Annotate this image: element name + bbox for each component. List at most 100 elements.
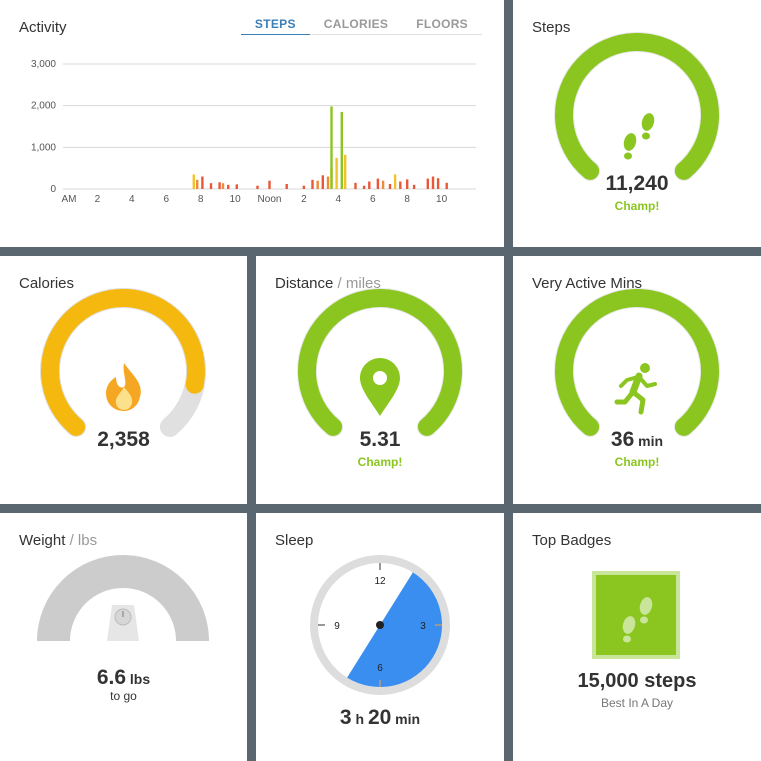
activity-bar [209, 183, 213, 189]
activity-bar [393, 174, 397, 189]
activity-bar [376, 178, 380, 189]
activity-bar [326, 176, 330, 189]
weight-unit: / lbs [65, 532, 98, 549]
x-tick-label: 2 [301, 194, 307, 205]
distance-tile[interactable]: Distance / miles 5.31 Champ! [256, 256, 504, 504]
activity-chart: 0 1,000 2,000 3,000 AM 2 4 6 8 10 Noon 2 4 6 8 10 [31, 59, 476, 205]
scale-icon [107, 605, 139, 641]
activity-bar [344, 154, 347, 189]
weight-tile[interactable]: Weight / lbs 6.6 lbs to go [0, 513, 247, 761]
badge-name: 15,000 steps [577, 670, 697, 692]
activity-bar [381, 180, 385, 189]
sleep-duration-wedge [347, 572, 443, 688]
footprints-icon [623, 113, 655, 160]
y-tick-label: 1,000 [31, 142, 56, 153]
steps-tile[interactable]: Steps 11,240 Champ! [513, 0, 761, 247]
dial-center [376, 621, 384, 629]
tab-steps[interactable]: STEPS [240, 17, 310, 35]
y-tick-label: 2,000 [31, 101, 56, 112]
calories-gauge [40, 288, 206, 437]
badge-body [596, 575, 676, 655]
activity-tile[interactable]: Activity STEPS CALORIES FLOORS 0 1,000 2,0… [0, 0, 504, 247]
weight-title: Weight / lbs [19, 532, 97, 549]
activity-bar [268, 180, 271, 189]
activity-bar [431, 176, 435, 189]
steps-title: Steps [532, 19, 571, 36]
x-tick-label: 10 [436, 194, 448, 205]
activity-bar [316, 180, 319, 189]
flame-icon [106, 363, 141, 411]
activity-bar [399, 181, 402, 189]
activity-bar [218, 182, 221, 189]
x-tick-label: 4 [129, 194, 135, 205]
activity-bar [335, 157, 338, 190]
active-mins-title: Very Active Mins [532, 275, 643, 292]
activity-bar [330, 106, 333, 189]
tab-calories[interactable]: CALORIES [309, 17, 403, 35]
weight-gauge [37, 555, 209, 641]
distance-gauge [297, 288, 463, 437]
sleep-title: Sleep [275, 532, 314, 549]
runner-icon [614, 363, 657, 415]
activity-bar [388, 184, 392, 189]
tab-floors[interactable]: FLOORS [402, 17, 482, 35]
badge-caption: Best In A Day [600, 696, 674, 710]
activity-bar [256, 185, 259, 189]
active-mins-status: Champ! [614, 455, 660, 469]
steps-gauge [554, 32, 720, 181]
active-mins-suffix: min [634, 433, 664, 449]
sleep-hours: 3 [339, 706, 352, 729]
calories-title: Calories [19, 275, 75, 292]
distance-gauge-fill [298, 289, 462, 436]
active-mins-value: 36 min [513, 428, 761, 452]
active-mins-gauge-fill [555, 289, 719, 436]
sleep-tile[interactable]: Sleep 12 3 6 9 3 h 20 min [256, 513, 504, 761]
dial-label-12: 12 [374, 576, 386, 587]
distance-label: Distance [275, 275, 334, 292]
activity-bar [201, 176, 204, 189]
x-tick-label: AM [62, 194, 77, 205]
active-mins-number: 36 [610, 428, 635, 451]
dial-label-3: 3 [420, 621, 426, 632]
map-pin-icon [360, 358, 400, 416]
distance-status: Champ! [357, 455, 403, 469]
badges-title: Top Badges [532, 532, 612, 549]
activity-bar [406, 179, 409, 189]
activity-bar [311, 179, 314, 189]
calories-value: 2,358 [97, 428, 150, 451]
x-tick-label: 8 [404, 194, 410, 205]
x-tick-label: 6 [163, 194, 169, 205]
badge-graphic[interactable] [513, 513, 761, 761]
activity-bar [235, 184, 238, 189]
sleep-dial: 12 3 6 9 [310, 555, 450, 695]
active-mins-tile[interactable]: Very Active Mins 36 min Champ! [513, 256, 761, 504]
sleep-minutes: 20 [367, 706, 392, 729]
activity-bar [426, 178, 429, 189]
activity-bar [321, 175, 324, 190]
steps-status: Champ! [614, 199, 660, 213]
activity-bar [285, 184, 288, 189]
x-tick-label: Noon [258, 194, 282, 205]
steps-value: 11,240 [605, 172, 669, 195]
active-mins-gauge [554, 288, 720, 437]
activity-bar [192, 174, 195, 189]
badges-tile[interactable]: Top Badges 15,000 steps Best In A Day [513, 513, 761, 761]
activity-bar [368, 181, 371, 189]
x-tick-label: 2 [95, 194, 101, 205]
weight-label: Weight [19, 532, 66, 549]
activity-bar [362, 185, 366, 189]
distance-title: Distance / miles [275, 275, 381, 292]
activity-bar [445, 182, 448, 190]
x-tick-label: 8 [198, 194, 204, 205]
dial-label-9: 9 [334, 621, 340, 632]
activity-bar [412, 184, 416, 189]
calories-tile[interactable]: Calories 2,358 [0, 256, 247, 504]
footprints-icon [622, 597, 653, 643]
sleep-value: 3 h 20 min [256, 706, 504, 730]
x-tick-label: 10 [230, 194, 242, 205]
activity-bar [227, 184, 230, 189]
activity-title: Activity [19, 19, 67, 36]
weight-value: 6.6 lbs [0, 666, 247, 690]
y-tick-label: 3,000 [31, 59, 56, 70]
activity-bar [221, 183, 225, 189]
